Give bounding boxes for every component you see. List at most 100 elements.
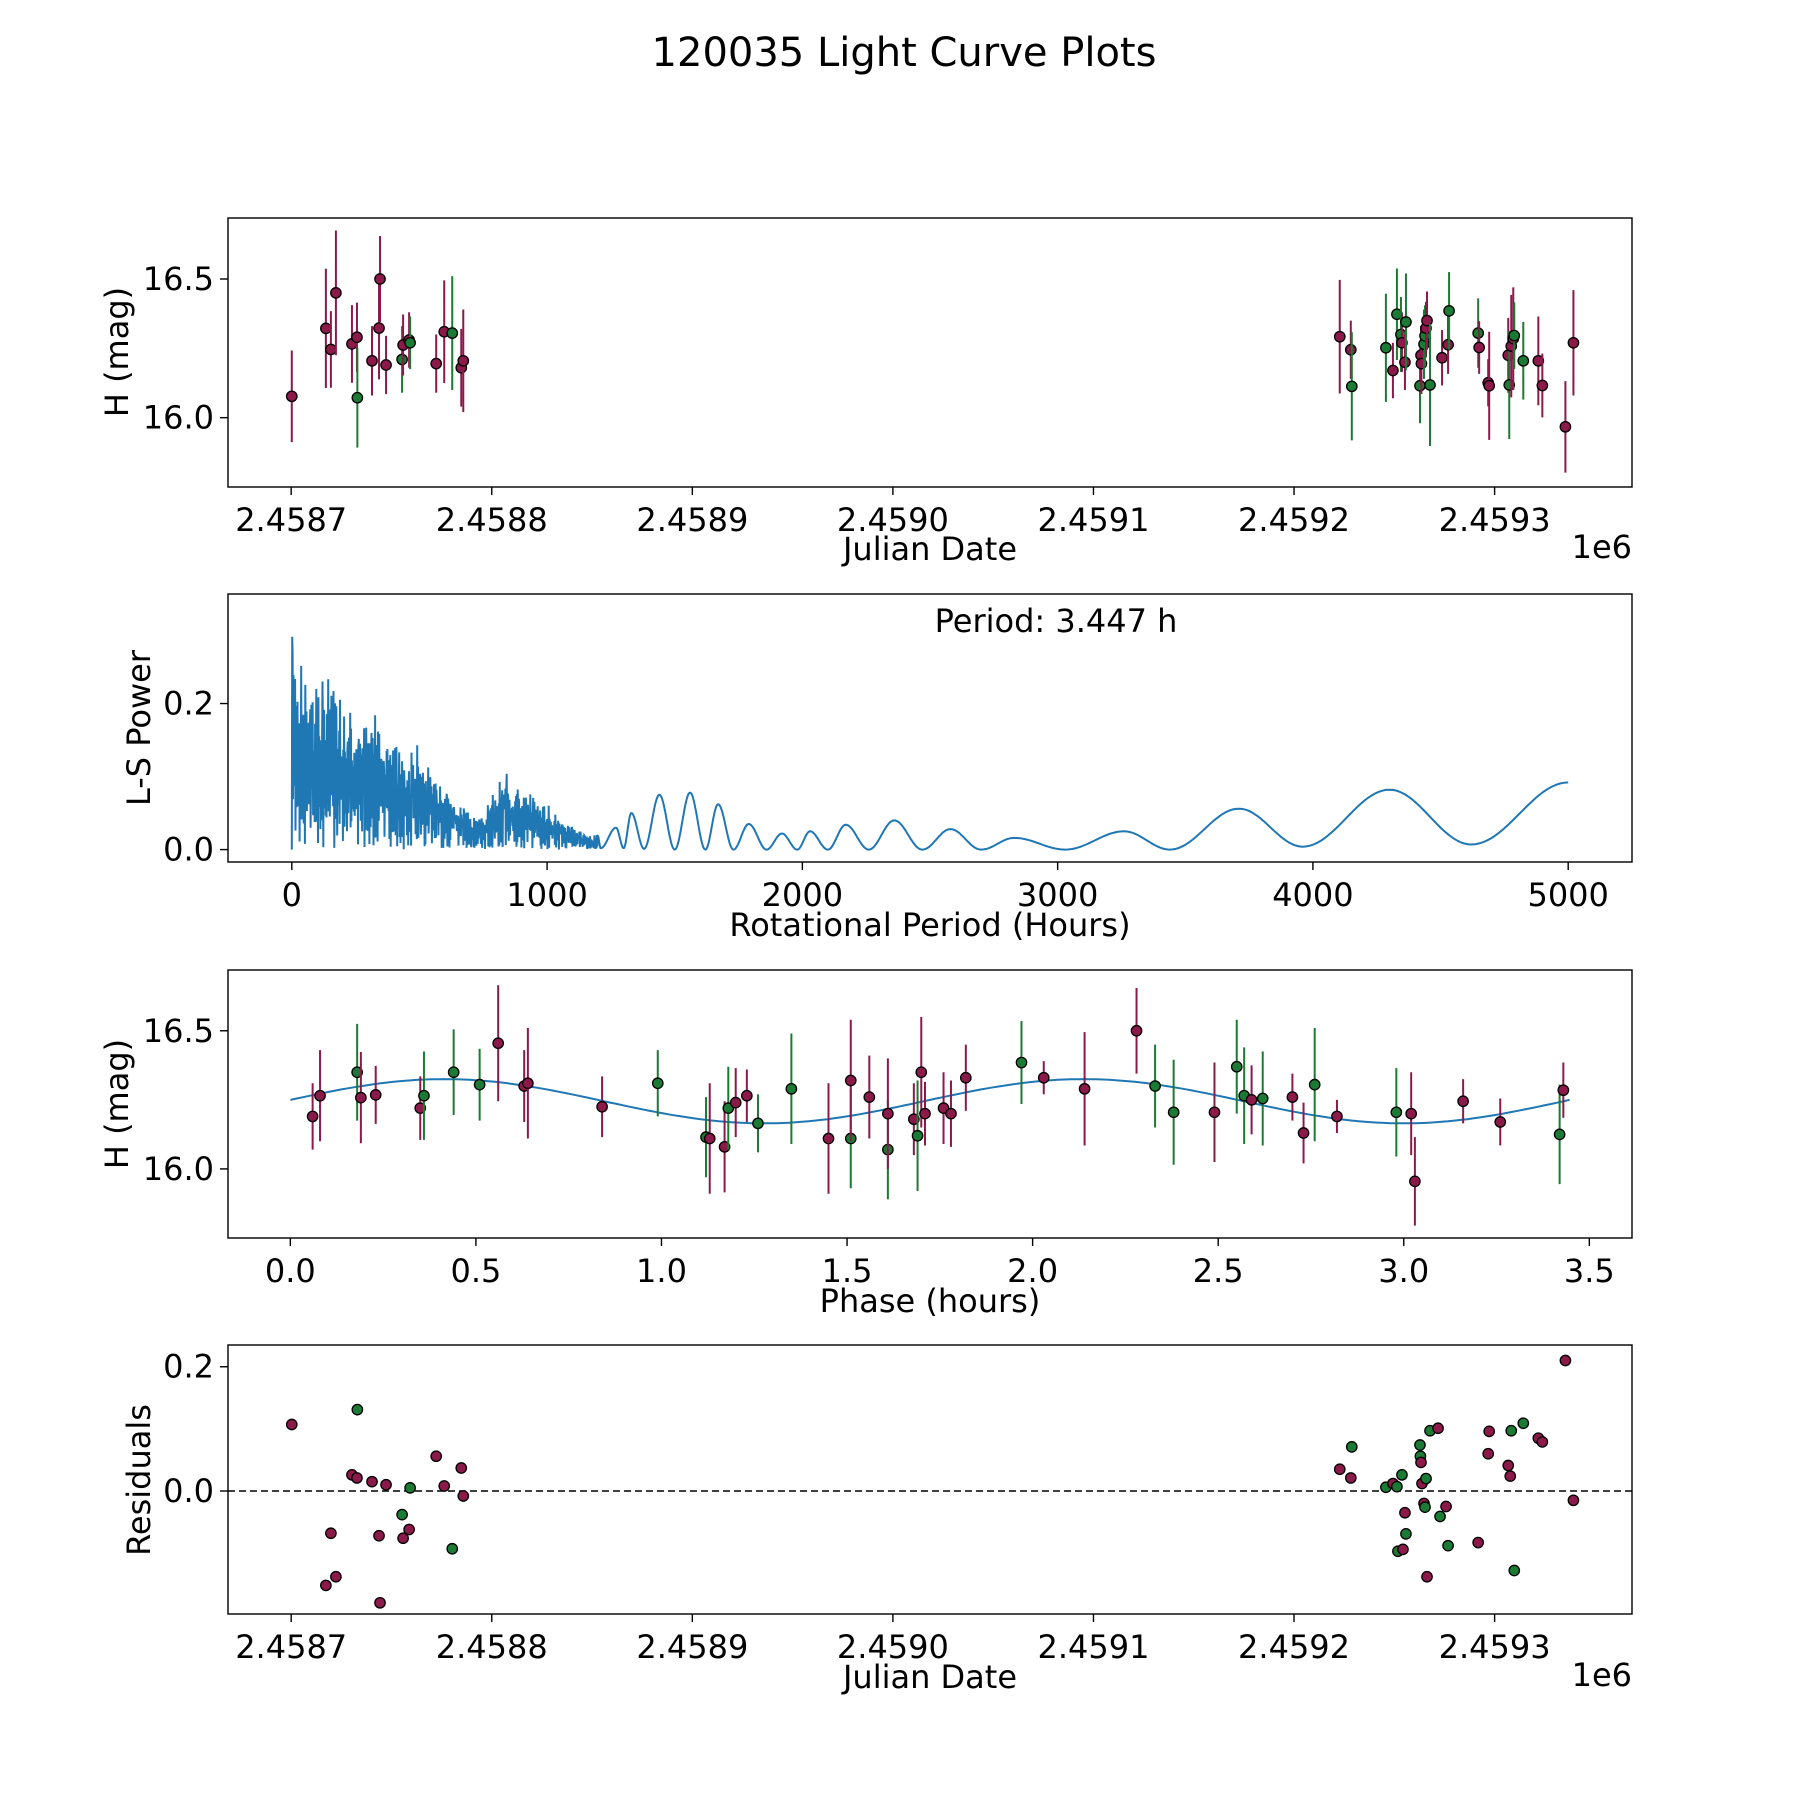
residuals-x-tick-label: 2.4589 (636, 1628, 748, 1666)
phased-point (1308, 1078, 1321, 1091)
residuals-point (1391, 1480, 1403, 1493)
periodogram-marks (290, 636, 1569, 851)
lightcurve-point (1536, 379, 1549, 392)
periodogram-x-tick-label: 4000 (1272, 876, 1353, 914)
residuals-point (1483, 1425, 1496, 1438)
phased-y-label: H (mag) (98, 1039, 136, 1169)
residuals-point (1421, 1570, 1433, 1583)
residuals-point (1419, 1501, 1431, 1513)
lightcurve-point (430, 357, 443, 370)
lightcurve-x-tick-label: 2.4587 (235, 501, 347, 539)
phased-point (369, 1089, 382, 1101)
phased-point (752, 1117, 764, 1130)
phased-point (522, 1077, 534, 1090)
residuals-point (430, 1450, 443, 1463)
lightcurve-point (351, 391, 364, 404)
residuals-point (1440, 1500, 1452, 1513)
lightcurve-point (285, 390, 298, 403)
residuals-point (285, 1418, 298, 1431)
phased-point (1078, 1082, 1091, 1095)
lightcurve-point (1421, 314, 1433, 327)
phased-point (945, 1107, 957, 1120)
lightcurve-point (1414, 379, 1426, 392)
phased-x-tick-label: 0.0 (265, 1252, 316, 1290)
lightcurve-y-tick-label: 16.0 (143, 399, 214, 437)
lightcurve-x-tick-label: 2.4591 (1037, 501, 1149, 539)
residuals-point (1517, 1417, 1530, 1430)
periodogram-ticks: 0 1000 2000 3000 4000 5000 0.0 0.2 (163, 685, 1609, 914)
lightcurve-point (320, 322, 332, 335)
phased-point (314, 1089, 326, 1102)
phased-point (718, 1140, 731, 1153)
phased-ticks: 0.0 0.5 1.0 1.5 2.0 2.5 3.0 3.5 16.0 16.5 (143, 1012, 1615, 1290)
phased-point (785, 1082, 798, 1095)
residuals-point (1345, 1441, 1358, 1453)
lightcurve-point (1567, 336, 1580, 349)
phased-point (844, 1074, 857, 1087)
lightcurve-point (1517, 354, 1530, 367)
lightcurve-point (330, 287, 342, 299)
lightcurve-point (380, 359, 392, 371)
lightcurve-ticks: 2.4587 2.4588 2.4589 2.4590 2.4591 2.4592 2.45… (143, 260, 1551, 539)
phased-point (1245, 1094, 1258, 1106)
residuals-y-tick-label: 0.0 (163, 1472, 214, 1510)
phased-x-tick-label: 1.5 (822, 1252, 873, 1290)
phased-point (703, 1132, 716, 1145)
residuals-point (397, 1532, 409, 1545)
lightcurve-point (1473, 341, 1486, 354)
residuals-x-label: Julian Date (841, 1658, 1017, 1696)
lightcurve-point (404, 336, 416, 349)
residuals-x-tick-label: 2.4593 (1439, 1628, 1551, 1666)
phased-point (414, 1102, 427, 1114)
residuals-point (325, 1527, 337, 1540)
panel-residuals: 2.4587 2.4588 2.4589 2.4590 2.4591 2.4592 2.45… (120, 1344, 1633, 1696)
lightcurve-x-tick-label: 2.4592 (1238, 501, 1350, 539)
phased-point (596, 1100, 608, 1113)
periodogram-x-tick-label: 2000 (762, 876, 843, 914)
lightcurve-point (396, 353, 408, 366)
phased-point (740, 1089, 753, 1102)
periodogram-x-tick-label: 5000 (1527, 876, 1608, 914)
phased-point (1409, 1175, 1421, 1188)
residuals-x-tick-label: 2.4592 (1238, 1628, 1350, 1666)
residuals-ticks: 2.4587 2.4588 2.4589 2.4590 2.4591 2.4592 2.45… (163, 1348, 1550, 1666)
residuals-point (1559, 1354, 1572, 1367)
phased-point (1015, 1056, 1028, 1069)
phased-point (651, 1077, 664, 1090)
lightcurve-y-label: H (mag) (98, 287, 136, 417)
periodogram-x-tick-label: 0 (282, 876, 302, 914)
residuals-point (1333, 1463, 1346, 1476)
phased-point (1256, 1092, 1269, 1105)
residuals-point (1400, 1528, 1412, 1540)
periodogram-y-label: L-S Power (120, 649, 158, 806)
phased-point (492, 1037, 505, 1050)
phased-point (915, 1066, 928, 1079)
lightcurve-point (1344, 343, 1357, 356)
residuals-point (1344, 1472, 1357, 1484)
residuals-point (1482, 1447, 1495, 1460)
phased-point (1037, 1071, 1050, 1084)
residuals-point (380, 1478, 392, 1491)
residuals-marks (228, 1354, 1632, 1609)
residuals-point (457, 1490, 470, 1502)
phased-point (1557, 1084, 1570, 1097)
residuals-point (1396, 1468, 1408, 1481)
phased-point (1167, 1106, 1180, 1119)
residuals-point (404, 1482, 416, 1494)
residuals-point (1536, 1436, 1549, 1448)
residuals-point (1502, 1459, 1515, 1472)
lightcurve-point (351, 331, 363, 344)
lightcurve-point (373, 322, 385, 334)
periodogram-x-tick-label: 1000 (506, 876, 587, 914)
phased-x-tick-label: 3.5 (1564, 1252, 1615, 1290)
residuals-point (1472, 1536, 1485, 1549)
phased-point (355, 1091, 367, 1104)
residuals-axes-frame (227, 1344, 1633, 1615)
phased-point (1230, 1060, 1243, 1073)
phased-point (1331, 1110, 1343, 1123)
residuals-point (374, 1596, 386, 1609)
phased-point (882, 1107, 894, 1120)
lightcurve-point (1399, 356, 1411, 369)
lightcurve-point (1436, 351, 1448, 364)
